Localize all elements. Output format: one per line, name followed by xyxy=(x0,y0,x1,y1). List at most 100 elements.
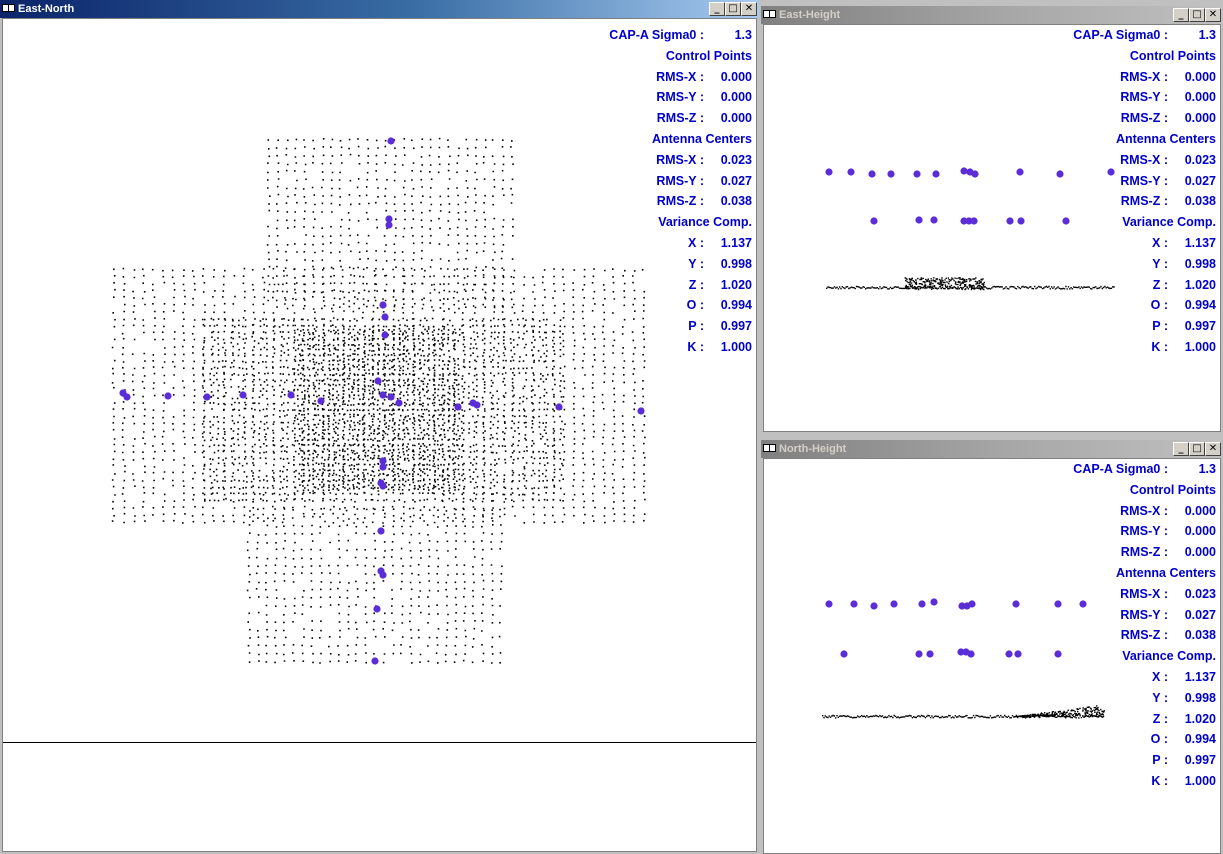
antenna-center-point xyxy=(960,167,968,175)
statistics-panel: CAP-A Sigma0 : 1.3 Control Points RMS-X :… xyxy=(1073,459,1216,792)
x-value: 1.137 xyxy=(720,235,752,250)
antenna-center-point xyxy=(123,393,131,401)
antenna-center-point xyxy=(374,377,382,385)
antenna-center-point xyxy=(379,391,387,399)
ac-rms-x-value: 0.023 xyxy=(1184,586,1216,601)
k-value: 1.000 xyxy=(1184,339,1216,354)
antenna-center-point xyxy=(379,301,387,309)
antenna-center-point xyxy=(379,463,387,471)
cp-rms-x-label: RMS-X : xyxy=(656,69,704,84)
close-icon: ✕ xyxy=(1208,443,1218,454)
antenna-center-point xyxy=(930,598,938,606)
control-points-heading: Control Points xyxy=(1129,48,1216,63)
application-icon[interactable] xyxy=(2,4,16,14)
antenna-center-point xyxy=(1005,650,1013,658)
antenna-center-point xyxy=(317,397,325,405)
antenna-center-point xyxy=(968,600,976,608)
window-title: North-Height xyxy=(779,443,847,455)
cp-rms-y-label: RMS-Y : xyxy=(656,90,704,105)
antenna-center-point xyxy=(287,391,295,399)
maximize-icon: □ xyxy=(1192,9,1202,20)
statistics-panel: CAP-A Sigma0 : 1.3 Control Points RMS-X :… xyxy=(1073,25,1216,358)
o-label: O : xyxy=(686,298,704,313)
control-points-heading: Control Points xyxy=(665,48,752,63)
antenna-center-point xyxy=(387,393,395,401)
title-bar[interactable]: East-North _ □ ✕ xyxy=(0,0,759,18)
y-value: 0.998 xyxy=(1184,256,1216,271)
cp-rms-z-value: 0.000 xyxy=(720,111,752,126)
ac-rms-y-label: RMS-Y : xyxy=(1120,173,1168,188)
z-value: 1.020 xyxy=(720,277,752,292)
ac-rms-y-value: 0.027 xyxy=(1184,607,1216,622)
east-north-window[interactable]: East-North _ □ ✕ CAP-A Sigma0 : 1.3 Contr… xyxy=(0,0,759,854)
antenna-centers-heading: Antenna Centers xyxy=(1115,565,1216,580)
cp-rms-z-label: RMS-Z : xyxy=(1120,111,1168,126)
application-icon[interactable] xyxy=(763,444,777,454)
sigma-label: CAP-A Sigma0 : xyxy=(609,28,704,42)
antenna-center-point xyxy=(970,217,978,225)
close-button[interactable]: ✕ xyxy=(1205,442,1221,456)
cp-rms-x-value: 0.000 xyxy=(720,69,752,84)
antenna-center-point xyxy=(1062,217,1070,225)
antenna-center-point xyxy=(958,602,966,610)
y-label: Y : xyxy=(1152,256,1168,271)
antenna-center-point xyxy=(555,403,563,411)
north-height-window[interactable]: North-Height _ □ ✕ CAP-A Sigma0 : 1.3 Con… xyxy=(761,440,1223,854)
cp-rms-y-value: 0.000 xyxy=(1184,524,1216,539)
x-label: X : xyxy=(1152,669,1168,684)
application-icon[interactable] xyxy=(763,10,777,20)
antenna-center-point xyxy=(473,401,481,409)
cp-rms-y-label: RMS-Y : xyxy=(1120,524,1168,539)
variance-comp-heading: Variance Comp. xyxy=(1122,215,1216,230)
maximize-button[interactable]: □ xyxy=(1189,442,1205,456)
minimize-button[interactable]: _ xyxy=(1173,442,1189,456)
minimize-icon: _ xyxy=(1178,443,1184,454)
minimize-button[interactable]: _ xyxy=(709,2,725,16)
antenna-center-point xyxy=(373,605,381,613)
o-label: O : xyxy=(1150,732,1168,747)
east-north-plot-area[interactable]: CAP-A Sigma0 : 1.3 Control Points RMS-X :… xyxy=(2,18,757,852)
z-value: 1.020 xyxy=(1184,711,1216,726)
ac-rms-z-label: RMS-Z : xyxy=(656,194,704,209)
north-height-plot xyxy=(822,598,1105,719)
ac-rms-x-value: 0.023 xyxy=(1184,152,1216,167)
antenna-centers-heading: Antenna Centers xyxy=(1115,131,1216,146)
title-bar[interactable]: East-Height _ □ ✕ xyxy=(761,6,1223,24)
maximize-button[interactable]: □ xyxy=(1189,8,1205,22)
east-height-window[interactable]: East-Height _ □ ✕ CAP-A Sigma0 : 1.3 Cont… xyxy=(761,6,1223,434)
minimize-button[interactable]: _ xyxy=(1173,8,1189,22)
close-button[interactable]: ✕ xyxy=(741,2,757,16)
antenna-center-point xyxy=(1054,650,1062,658)
k-value: 1.000 xyxy=(720,339,752,354)
ac-rms-y-label: RMS-Y : xyxy=(1120,607,1168,622)
antenna-center-point xyxy=(1014,650,1022,658)
ac-rms-z-value: 0.038 xyxy=(1184,628,1216,643)
ac-rms-z-value: 0.038 xyxy=(720,194,752,209)
antenna-center-point xyxy=(1016,168,1024,176)
p-label: P : xyxy=(688,319,704,334)
ac-rms-y-label: RMS-Y : xyxy=(656,173,704,188)
window-title: East-North xyxy=(18,3,75,15)
statistics-panel: CAP-A Sigma0 : 1.3 Control Points RMS-X :… xyxy=(609,25,752,358)
p-value: 0.997 xyxy=(1184,319,1216,334)
maximize-button[interactable]: □ xyxy=(725,2,741,16)
antenna-center-point xyxy=(915,216,923,224)
antenna-center-point xyxy=(637,407,645,415)
antenna-center-point xyxy=(371,657,379,665)
antenna-center-point xyxy=(847,168,855,176)
control-points-heading: Control Points xyxy=(1129,482,1216,497)
x-value: 1.137 xyxy=(1184,235,1216,250)
k-value: 1.000 xyxy=(1184,773,1216,788)
x-label: X : xyxy=(1152,235,1168,250)
antenna-center-point xyxy=(381,313,389,321)
close-button[interactable]: ✕ xyxy=(1205,8,1221,22)
antenna-center-point xyxy=(203,393,211,401)
antenna-center-point xyxy=(957,648,965,656)
y-label: Y : xyxy=(688,256,704,271)
title-bar[interactable]: North-Height _ □ ✕ xyxy=(761,440,1223,458)
east-height-plot-area[interactable]: CAP-A Sigma0 : 1.3 Control Points RMS-X :… xyxy=(763,24,1221,432)
ac-rms-x-label: RMS-X : xyxy=(1120,152,1168,167)
north-height-plot-area[interactable]: CAP-A Sigma0 : 1.3 Control Points RMS-X :… xyxy=(763,458,1221,854)
tie-points-profile xyxy=(822,705,1105,719)
cp-rms-y-value: 0.000 xyxy=(720,90,752,105)
